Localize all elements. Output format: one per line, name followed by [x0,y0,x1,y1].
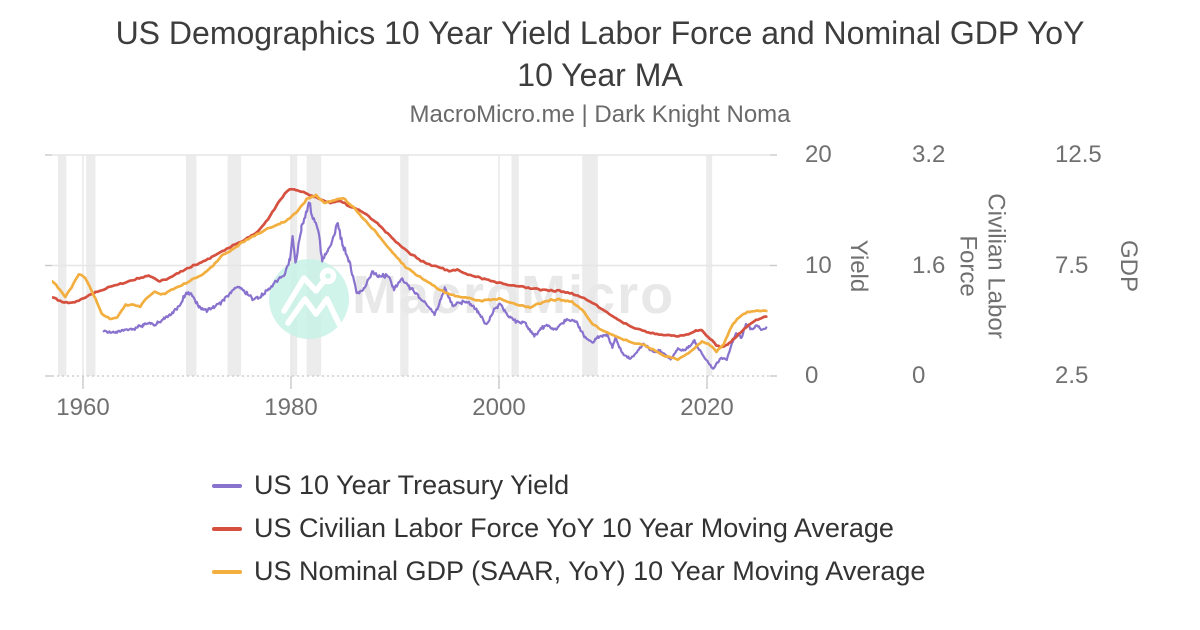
y-axis-title-gdp: GDP [1115,239,1143,292]
legend-item: US Civilian Labor Force YoY 10 Year Movi… [212,513,925,544]
watermark-circle [269,259,349,339]
macromicro-logo-icon [281,267,342,327]
chart-title: US Demographics 10 Year Yield Labor Forc… [115,15,1085,94]
chart-subtitle: MacroMicro.me | Dark Knight Noma [409,101,791,128]
y-axis-tick-label: 10 [805,251,832,279]
watermark-text: MacroMicro [352,265,675,325]
legend-label: US Civilian Labor Force YoY 10 Year Movi… [254,513,894,543]
y-axis-title-yield: Yield [845,239,873,292]
x-axis-tick-label: 1980 [264,394,318,421]
y-axis-tick-label: 0 [805,362,819,389]
y-axis-tick-label: 7.5 [1055,251,1089,279]
series-line-us-nominal-gdp-saar-yoy-10-year-moving-average [52,193,768,362]
legend-item: US 10 Year Treasury Yield [212,470,925,501]
y-axis-tick-label: 12.5 [1055,141,1102,168]
x-axis-tick-label: 2020 [680,394,734,421]
x-axis-tick-label: 2000 [472,394,526,421]
series-line-us-civilian-labor-force-yoy-10-year-moving-average [52,187,768,349]
legend-label: US Nominal GDP (SAAR, YoY) 10 Year Movin… [254,556,926,586]
legend: US 10 Year Treasury Yield US Civilian Lab… [212,470,925,587]
legend-item: US Nominal GDP (SAAR, YoY) 10 Year Movin… [212,556,925,587]
y-axis-tick-label: 0 [912,362,926,389]
legend-line-swatch [212,526,242,531]
legend-label: US 10 Year Treasury Yield [254,470,570,500]
legend-line-swatch [212,483,242,488]
y-axis-tick-label: 1.6 [912,251,946,279]
watermark: MacroMicro [269,259,675,339]
y-axis-tick-label: 2.5 [1055,362,1089,389]
legend-line-swatch [212,569,242,574]
y-axis-title-civilian-labor-force: Civilian Labor Force [954,192,1010,339]
x-axis-tick-label: 1960 [56,394,110,421]
y-axis-tick-label: 3.2 [912,141,946,168]
y-axis-tick-label: 20 [805,141,832,168]
